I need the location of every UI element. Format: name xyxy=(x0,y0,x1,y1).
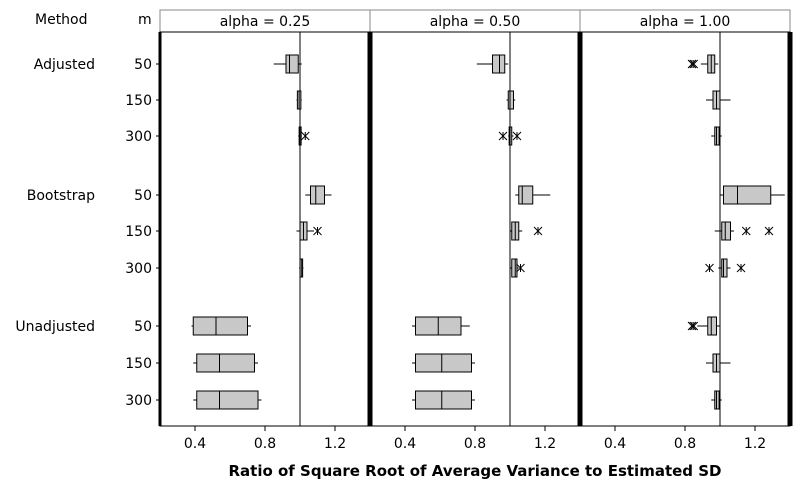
box-unadjusted-300 xyxy=(193,390,262,410)
panel-title: alpha = 0.25 xyxy=(220,14,311,30)
box-unadjusted-150 xyxy=(412,353,475,373)
box-bootstrap-150 xyxy=(296,221,322,241)
box-bootstrap-150 xyxy=(510,221,543,241)
m-label: 50 xyxy=(134,319,152,335)
method-label: Bootstrap xyxy=(27,188,95,204)
panel: 0.4 0.8 1.2 xyxy=(159,31,371,452)
m-header: m xyxy=(138,12,152,28)
method-header: Method xyxy=(35,12,88,28)
outlier-mark xyxy=(516,263,525,273)
outlier-mark xyxy=(741,226,751,236)
box-unadjusted-50 xyxy=(687,316,720,336)
panel: 0.4 0.8 1.2 xyxy=(369,31,581,452)
separator-bar xyxy=(577,32,583,426)
m-label: 300 xyxy=(125,393,152,409)
box xyxy=(492,54,506,74)
box-bootstrap-300 xyxy=(510,258,525,278)
box-bootstrap-300 xyxy=(705,258,746,278)
method-label: Adjusted xyxy=(34,57,95,73)
outlier-mark xyxy=(533,226,543,236)
box-unadjusted-50 xyxy=(191,316,251,336)
box-bootstrap-150 xyxy=(714,221,774,241)
x-tick-label: 0.4 xyxy=(394,436,416,452)
outlier-mark xyxy=(764,226,774,236)
x-tick-label: 0.4 xyxy=(184,436,206,452)
box-adjusted-150 xyxy=(296,90,302,110)
panel-frame xyxy=(579,31,791,427)
box-adjusted-150 xyxy=(506,90,516,110)
box xyxy=(285,54,299,74)
box xyxy=(721,258,728,278)
panel-strips: alpha = 0.25 alpha = 0.50 alpha = 1.00 xyxy=(159,9,791,33)
box-adjusted-50 xyxy=(476,54,509,74)
panel-frame xyxy=(369,31,581,427)
box-adjusted-50 xyxy=(687,54,719,74)
box xyxy=(518,185,534,205)
outlier-mark xyxy=(687,321,697,331)
outlier-mark xyxy=(313,226,322,236)
panel: 0.4 0.8 1.2 xyxy=(579,31,791,452)
box xyxy=(415,353,472,373)
box xyxy=(721,221,731,241)
m-label: 50 xyxy=(134,57,152,73)
box-unadjusted-150 xyxy=(193,353,258,373)
panels: 0.4 0.8 1.2 0.4 0.8 1.2 0.4 0.8 1.2 xyxy=(158,31,793,452)
box xyxy=(507,90,514,110)
outlier-mark xyxy=(687,59,697,69)
panel-title: alpha = 0.50 xyxy=(430,14,521,30)
box-bootstrap-50 xyxy=(515,185,551,205)
box xyxy=(723,185,772,205)
box xyxy=(196,390,259,410)
box-adjusted-50 xyxy=(273,54,302,74)
outlier-mark xyxy=(736,263,746,273)
box-unadjusted-50 xyxy=(412,316,470,336)
x-tick-label: 0.8 xyxy=(674,436,696,452)
panel-frame xyxy=(159,31,371,427)
outlier-mark xyxy=(512,131,522,141)
separator-bar xyxy=(787,32,793,426)
outlier-mark xyxy=(498,131,508,141)
x-tick-label: 0.8 xyxy=(254,436,276,452)
m-label: 300 xyxy=(125,261,152,277)
separator-bar xyxy=(158,32,162,426)
m-label: 300 xyxy=(125,129,152,145)
box-adjusted-150 xyxy=(706,90,731,110)
outlier-mark xyxy=(705,263,714,273)
m-label: 150 xyxy=(125,356,152,372)
method-label: Unadjusted xyxy=(15,319,95,335)
x-tick-label: 1.2 xyxy=(534,436,556,452)
m-label: 50 xyxy=(134,188,152,204)
box-adjusted-300 xyxy=(498,126,522,146)
box xyxy=(196,353,255,373)
box-adjusted-300 xyxy=(298,126,310,146)
box-adjusted-300 xyxy=(711,126,722,146)
box-unadjusted-300 xyxy=(711,390,722,410)
outlier-mark xyxy=(300,131,310,141)
panel-title: alpha = 1.00 xyxy=(640,14,731,30)
m-label: 150 xyxy=(125,93,152,109)
outlier-mark xyxy=(689,321,699,331)
box-unadjusted-300 xyxy=(412,390,475,410)
box xyxy=(511,258,518,278)
panel-separators xyxy=(158,32,793,426)
outlier-mark xyxy=(689,59,699,69)
box-unadjusted-150 xyxy=(706,353,731,373)
box xyxy=(415,390,472,410)
box-bootstrap-300 xyxy=(299,258,304,278)
x-tick-label: 1.2 xyxy=(744,436,766,452)
x-tick-label: 0.4 xyxy=(604,436,626,452)
m-label: 150 xyxy=(125,224,152,240)
row-labels: Adjusted 50 150 300 Bootstrap 50 150 300 Unadjus… xyxy=(15,57,160,409)
box-bootstrap-50 xyxy=(720,185,785,205)
x-tick-label: 1.2 xyxy=(324,436,346,452)
box-bootstrap-50 xyxy=(305,185,332,205)
box xyxy=(192,316,248,336)
row-ticks xyxy=(156,63,160,401)
x-tick-label: 0.8 xyxy=(464,436,486,452)
separator-bar xyxy=(367,32,373,426)
box xyxy=(310,185,325,205)
box xyxy=(707,316,717,336)
x-axis-title: Ratio of Square Root of Average Variance… xyxy=(228,462,721,480)
